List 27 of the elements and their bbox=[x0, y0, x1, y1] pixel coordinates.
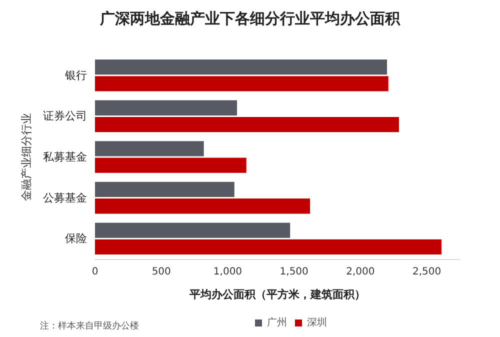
legend-label: 广州 bbox=[267, 316, 287, 328]
x-tick-label: 2,000 bbox=[346, 266, 375, 278]
chart-title: 广深两地金融产业下各细分行业平均办公面积 bbox=[99, 10, 401, 28]
bar bbox=[95, 182, 234, 198]
text: 注：样本来自甲级办公楼 bbox=[40, 320, 139, 332]
bar bbox=[95, 100, 238, 116]
x-tick-label: 2,500 bbox=[412, 266, 442, 278]
x-tick-label: 1,000 bbox=[213, 266, 242, 278]
bar bbox=[95, 222, 290, 238]
x-tick-label: 500 bbox=[152, 266, 171, 278]
x-tick-label: 1,500 bbox=[280, 266, 308, 278]
bar bbox=[95, 239, 442, 255]
legend-label: 深圳 bbox=[307, 316, 327, 328]
bar bbox=[95, 198, 310, 214]
y-tick-label: 证券公司 bbox=[43, 110, 87, 123]
y-tick-label: 私募基金 bbox=[43, 150, 87, 164]
y-axis-title: 金融产业细分行业 bbox=[20, 113, 34, 201]
bar bbox=[95, 59, 387, 75]
bar bbox=[95, 76, 388, 92]
y-tick-label: 保险 bbox=[65, 232, 87, 246]
x-tick-label: 0 bbox=[92, 266, 98, 278]
x-axis-title: 平均办公面积（平方米，建筑面积） bbox=[188, 288, 366, 301]
y-tick-label: 银行 bbox=[64, 68, 87, 82]
bar bbox=[95, 158, 246, 173]
y-tick-label: 公募基金 bbox=[43, 191, 87, 204]
bar bbox=[95, 116, 399, 132]
bar bbox=[95, 141, 204, 156]
